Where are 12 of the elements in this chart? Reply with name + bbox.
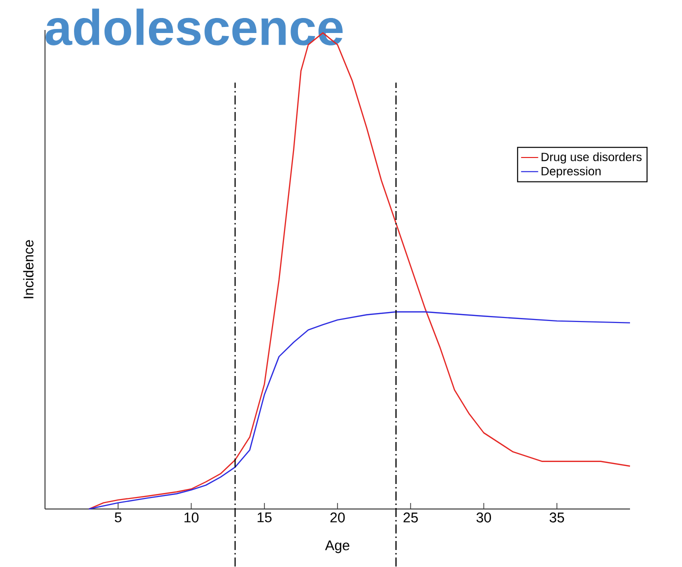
x-tick-label: 10: [184, 512, 198, 522]
x-axis-title: Age: [325, 540, 350, 554]
x-tick-label: 20: [330, 512, 345, 522]
y-axis-title: Incidence: [23, 240, 34, 298]
x-tick-label: 30: [476, 512, 491, 522]
legend-label: Drug use disorders: [542, 152, 642, 164]
legend-label: Depression: [542, 166, 601, 178]
chart-title: adolescence: [46, 8, 343, 46]
x-tick-label: 35: [550, 512, 564, 522]
x-tick-label: 15: [258, 512, 272, 522]
x-tick-label: 25: [404, 512, 418, 522]
x-tick-label: 5: [114, 512, 122, 522]
